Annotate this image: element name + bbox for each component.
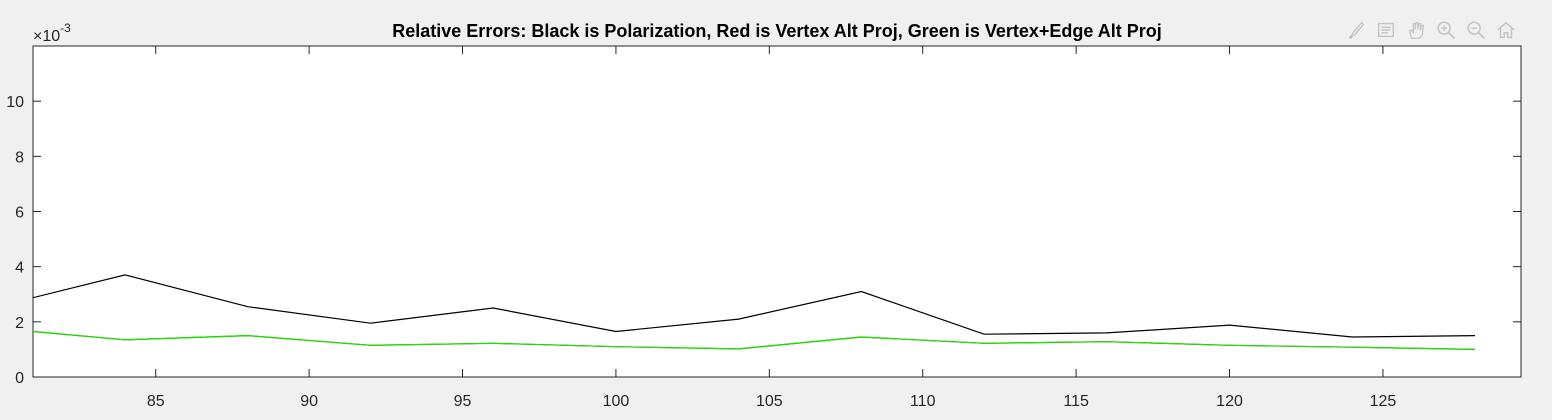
- y-tick-label: 4: [15, 260, 24, 277]
- x-tick-label: 115: [1063, 393, 1089, 410]
- x-tick-label: 90: [300, 393, 318, 410]
- x-tick-label: 85: [147, 393, 165, 410]
- zoom-out-button[interactable]: [1462, 16, 1490, 44]
- axes-toolbar: [1342, 16, 1520, 44]
- home-icon: [1497, 21, 1515, 39]
- y-exponent-label: ×10-3: [33, 21, 71, 45]
- brush-icon: [1348, 21, 1365, 40]
- series-lines: [33, 274, 1476, 350]
- pan-button[interactable]: [1402, 16, 1430, 44]
- y-tick-label: 0: [15, 370, 24, 387]
- brush-button[interactable]: [1342, 16, 1370, 44]
- x-tick-label: 100: [603, 393, 630, 410]
- exponent-power: -3: [60, 21, 71, 35]
- x-tick-label: 125: [1370, 393, 1397, 410]
- series-line-0: [33, 274, 1476, 338]
- data-tips-button[interactable]: [1372, 16, 1400, 44]
- axis-ticks: 85 90 95 100 105 110 115 120 125 0 2 4 6 8 10: [6, 46, 1521, 410]
- zoom-in-icon: [1437, 21, 1455, 39]
- x-tick-label: 110: [910, 393, 936, 410]
- zoom-out-icon: [1467, 21, 1485, 39]
- times-sign: ×: [33, 28, 42, 45]
- chart-title: Relative Errors: Black is Polarization, …: [392, 21, 1161, 41]
- x-tick-label: 95: [454, 393, 472, 410]
- y-tick-label: 8: [15, 149, 24, 166]
- pan-hand-icon: [1408, 22, 1424, 39]
- x-tick-label: 105: [756, 393, 783, 410]
- plot-area[interactable]: [32, 45, 1522, 378]
- series-line-2: [33, 330, 1476, 350]
- data-tips-icon: [1377, 22, 1395, 38]
- svg-text:×10-3: ×10-3: [33, 21, 71, 45]
- home-button[interactable]: [1492, 16, 1520, 44]
- y-tick-label: 10: [6, 94, 24, 111]
- zoom-in-button[interactable]: [1432, 16, 1460, 44]
- exponent-base: 10: [42, 28, 60, 45]
- x-tick-label: 120: [1216, 393, 1243, 410]
- y-tick-label: 6: [15, 205, 24, 222]
- y-tick-label: 2: [15, 315, 24, 332]
